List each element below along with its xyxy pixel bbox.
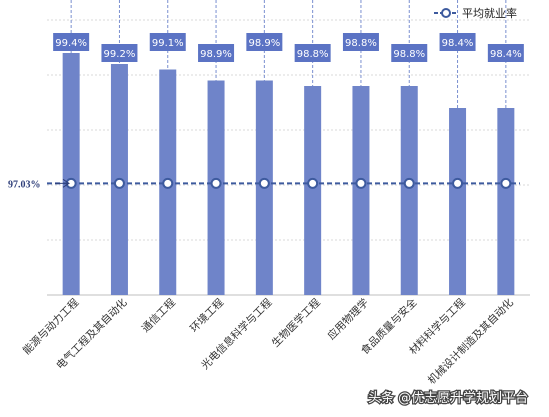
- data-label: 99.1%: [152, 38, 184, 49]
- data-label-box: [391, 44, 428, 62]
- data-label-box: [198, 44, 235, 62]
- legend-label: 平均就业率: [462, 6, 517, 20]
- data-label: 99.4%: [55, 38, 87, 49]
- bar: [449, 108, 467, 295]
- average-line-point: [355, 177, 367, 189]
- data-label: 98.8%: [393, 49, 425, 60]
- category-label: 生物医学工程: [269, 296, 323, 350]
- label-leader-lines: [70, 0, 507, 108]
- category-label: 应用物理学: [325, 296, 371, 342]
- data-label-box: [101, 44, 138, 62]
- bars: [62, 53, 515, 295]
- watermark-text: 头条 @优志愿升学规划平台: [368, 390, 528, 406]
- bar: [352, 86, 370, 295]
- legend-marker: [441, 8, 451, 18]
- average-line-point: [500, 177, 512, 189]
- average-label: 97.03%: [8, 179, 41, 190]
- data-label: 99.2%: [104, 49, 136, 60]
- data-label-box: [294, 44, 331, 62]
- bar: [304, 86, 322, 295]
- data-label: 98.4%: [442, 38, 474, 49]
- data-label-box: [439, 33, 476, 51]
- bar: [62, 53, 80, 295]
- data-label: 98.4%: [490, 49, 522, 60]
- legend: 平均就业率: [434, 6, 517, 20]
- data-label-box: [53, 33, 90, 51]
- category-label: 机械设计制造及其自动化: [425, 296, 516, 387]
- category-label: 环境工程: [187, 296, 226, 335]
- category-label: 通信工程: [140, 296, 179, 335]
- category-labels: 能源与动力工程电气工程及其自动化 通信工程 环境工程光电信息科学与工程生物医学工程应…: [20, 296, 516, 387]
- average-line-point: [403, 177, 415, 189]
- average-label-arrowhead: [62, 178, 70, 188]
- average-line-point: [307, 177, 319, 189]
- data-label: 98.9%: [248, 38, 280, 49]
- bar: [400, 86, 418, 295]
- data-label: 98.8%: [345, 38, 377, 49]
- average-line-point: [210, 177, 222, 189]
- value-labels: 99.4% 99.2% 99.1% 98.9% 98.9% 98.8% 98.8% 98.8%…: [53, 33, 524, 62]
- average-line-point: [162, 177, 174, 189]
- data-label-box: [342, 33, 379, 51]
- data-label-box: [149, 33, 186, 51]
- data-label: 98.8%: [297, 49, 329, 60]
- bar: [497, 108, 515, 295]
- data-label-box: [487, 44, 524, 62]
- average-line-point: [113, 177, 125, 189]
- average-line-point: [452, 177, 464, 189]
- data-label-box: [246, 33, 283, 51]
- watermark: 头条 @优志愿升学规划平台: [367, 389, 530, 408]
- data-label: 98.9%: [200, 49, 232, 60]
- average-line: 97.03%: [8, 177, 520, 190]
- average-line-point: [258, 177, 270, 189]
